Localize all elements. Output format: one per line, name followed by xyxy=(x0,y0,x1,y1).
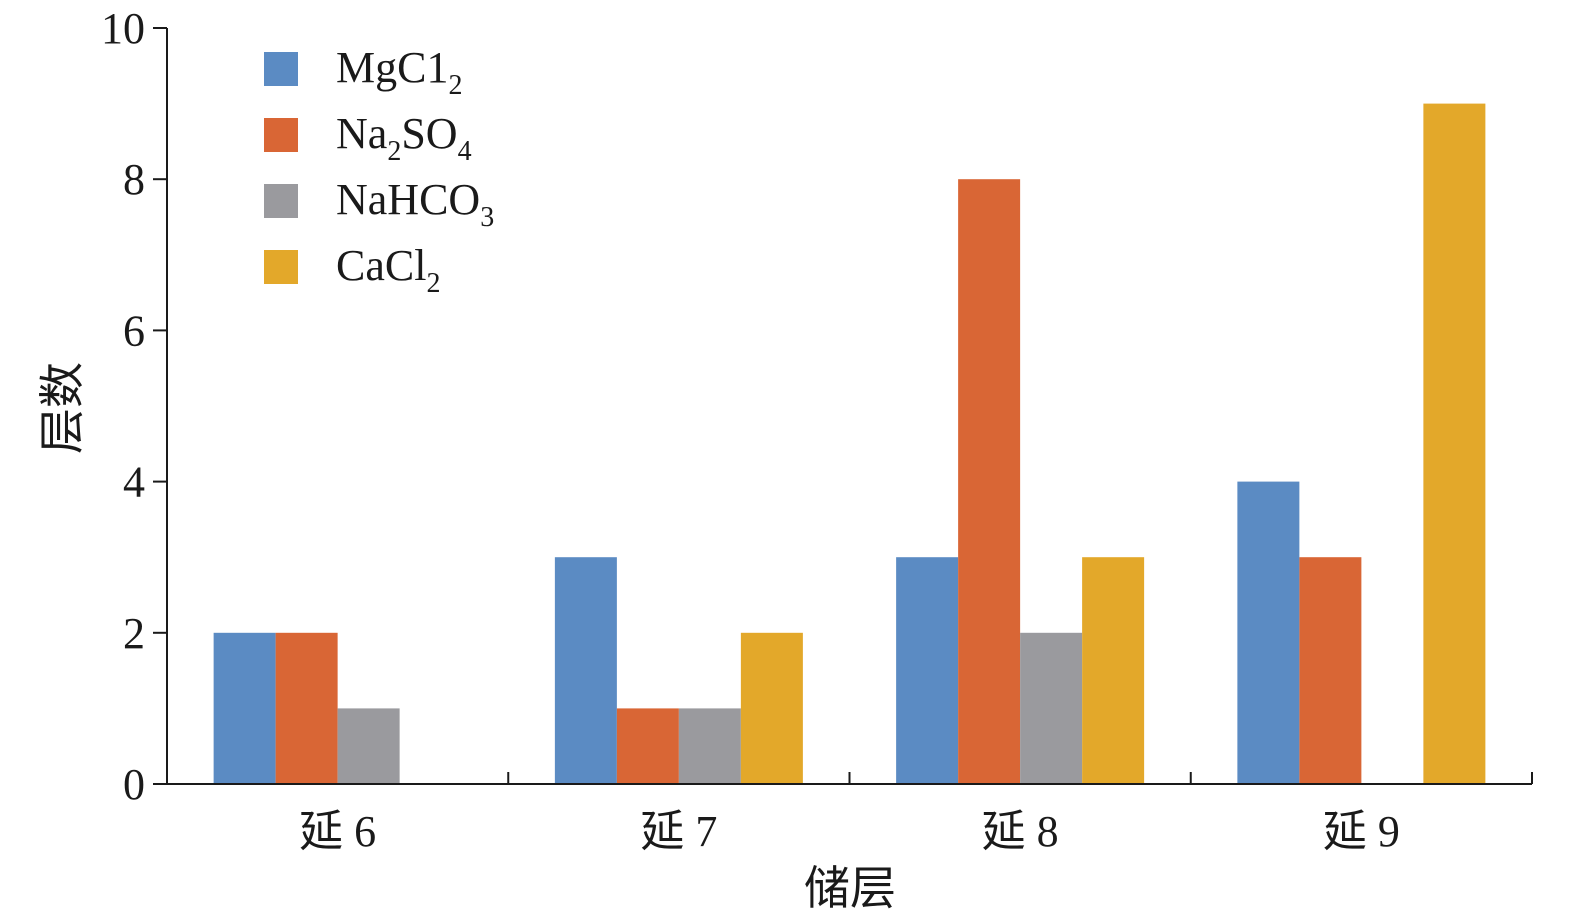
legend-swatch xyxy=(264,184,298,218)
bar-1-3 xyxy=(896,557,959,784)
bar-4-2 xyxy=(740,632,803,784)
bar-1-4 xyxy=(1237,481,1300,784)
y-tick-label: 4 xyxy=(123,458,145,507)
y-tick-label: 2 xyxy=(123,609,145,658)
axes-layer: 0 2 4 6 8 10 延 6 延 7 延 8 延 9 xyxy=(101,4,1533,856)
bar-3-3 xyxy=(1020,632,1083,784)
bar-2-3 xyxy=(958,179,1021,784)
legend-label: MgC12 xyxy=(336,43,462,101)
y-tick-label: 0 xyxy=(123,760,145,809)
y-tick-label: 6 xyxy=(123,306,145,355)
legend: MgC12 Na2SO4 NaHCO3 CaCl2 xyxy=(264,43,494,299)
legend-label: Na2SO4 xyxy=(336,109,472,167)
x-category-label: 延 7 xyxy=(640,807,717,856)
bars-layer xyxy=(213,103,1486,785)
x-axis-title: 储层 xyxy=(804,863,896,914)
bar-3-2 xyxy=(678,708,741,784)
bar-3-1 xyxy=(337,708,400,784)
bar-1-1 xyxy=(213,632,276,784)
legend-swatch xyxy=(264,118,298,152)
bar-4-4 xyxy=(1423,103,1486,785)
x-category-label: 延 8 xyxy=(982,807,1059,856)
legend-label: CaCl2 xyxy=(336,241,440,299)
bar-2-2 xyxy=(616,708,679,784)
x-category-label: 延 6 xyxy=(299,807,376,856)
legend-label: NaHCO3 xyxy=(336,175,494,233)
bar-1-2 xyxy=(554,557,617,784)
y-tick-label: 10 xyxy=(101,4,145,53)
y-axis-title: 层数 xyxy=(37,362,88,454)
y-tick-label: 8 xyxy=(123,155,145,204)
bar-2-4 xyxy=(1299,557,1362,784)
legend-swatch xyxy=(264,52,298,86)
x-category-label: 延 9 xyxy=(1323,807,1400,856)
bar-2-1 xyxy=(275,632,338,784)
bar-4-3 xyxy=(1082,557,1145,784)
legend-swatch xyxy=(264,250,298,284)
